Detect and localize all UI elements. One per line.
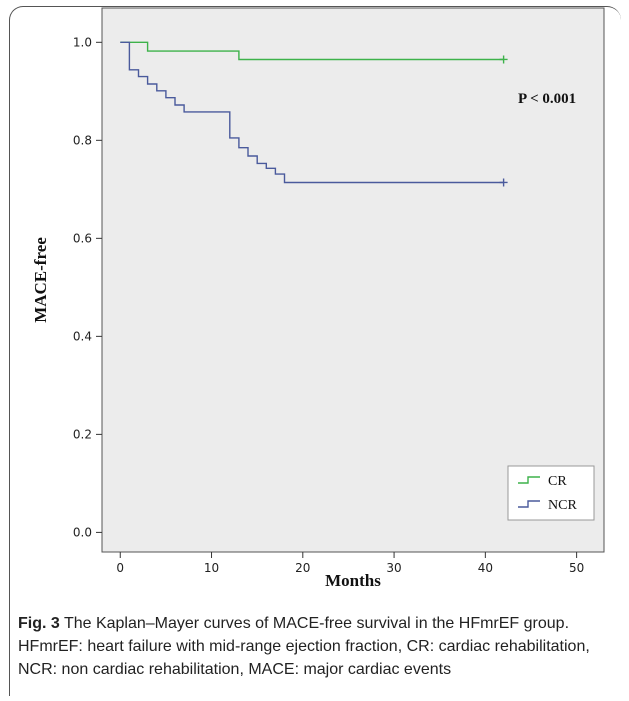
figure-caption: Fig. 3 The Kaplan–Mayer curves of MACE-f… [18,612,614,681]
x-axis-title: Months [325,571,381,590]
y-tick-label: 0.6 [73,231,92,245]
censor-mark-ncr [499,178,508,187]
x-tick-label: 10 [204,561,219,575]
x-tick-label: 50 [569,561,584,575]
legend-swatch-cr [518,476,540,484]
legend-box [507,465,595,521]
y-tick-label: 0.0 [73,525,92,539]
legend: CR NCR [507,465,595,521]
x-tick-label: 30 [386,561,401,575]
figure-frame [9,6,621,696]
axis-layer: 0.0 0.2 0.4 0.6 0.8 1.0 0 10 20 30 40 50 [73,35,584,575]
series-line-ncr [120,41,504,184]
legend-label-ncr: NCR [548,498,577,513]
y-axis-title: MACE-free [31,237,50,323]
y-tick-label: 0.4 [73,329,92,343]
x-tick-label: 20 [295,561,310,575]
series-layer [120,41,508,187]
p-value-annotation: P < 0.001 [518,91,576,107]
km-chart: 0.00.20.40.60.81.00 10 20 30 40 50 P < 0.001 … [31,7,605,590]
figure-label: Fig. 3 [18,615,60,632]
legend-swatch-ncr [518,500,540,508]
legend-label-cr: CR [548,474,567,489]
plot-background [101,7,605,553]
series-line-cr [120,41,504,61]
x-tick-label: 40 [478,561,493,575]
y-tick-label: 0.2 [73,427,92,441]
y-tick-label: 0.8 [73,133,92,147]
x-tick-label: 0 [116,561,124,575]
y-tick-label: 1.0 [73,35,92,49]
censor-mark-cr [499,55,508,64]
caption-text: The Kaplan–Mayer curves of MACE-free sur… [18,615,590,678]
